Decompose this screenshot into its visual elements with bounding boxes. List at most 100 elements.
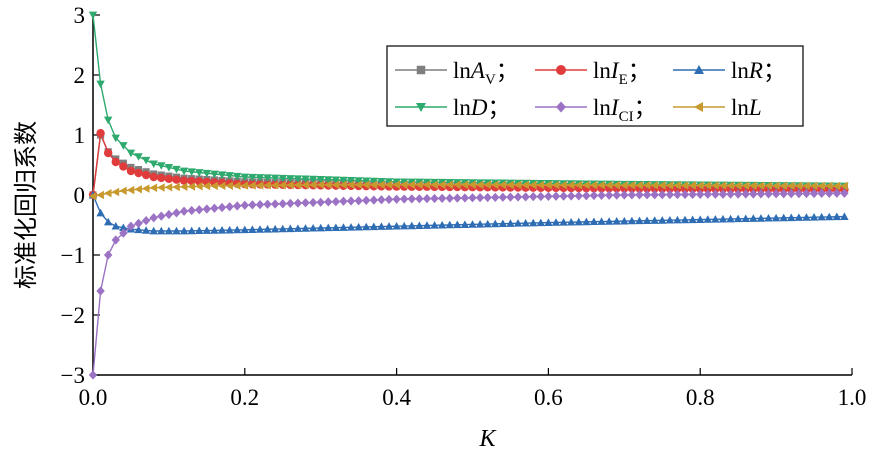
data-point (498, 180, 507, 190)
data-point (475, 193, 485, 203)
data-point (749, 214, 758, 222)
data-point (248, 181, 256, 190)
data-point (210, 203, 219, 213)
data-point (415, 180, 423, 189)
data-point (293, 224, 303, 232)
data-point (157, 173, 166, 183)
data-point (771, 181, 780, 190)
legend-var: L (748, 95, 762, 120)
data-point (673, 189, 682, 200)
data-point (726, 189, 735, 199)
data-point (301, 224, 310, 232)
data-point (688, 189, 697, 200)
data-point (354, 177, 363, 185)
data-point (491, 192, 500, 202)
data-point (779, 181, 788, 190)
series-ie (88, 129, 849, 200)
legend-suffix: ； (634, 95, 657, 120)
data-point (453, 220, 462, 229)
data-point (825, 181, 833, 191)
data-point (240, 181, 249, 190)
data-point (604, 217, 614, 225)
data-point (225, 172, 234, 180)
legend-label: lnICI； (593, 95, 657, 125)
data-point (840, 212, 849, 220)
data-point (445, 220, 454, 229)
data-point (825, 188, 834, 198)
data-point (840, 181, 848, 191)
data-point (308, 223, 318, 232)
data-point (437, 193, 447, 203)
data-point (263, 225, 272, 233)
data-point (141, 156, 151, 165)
data-point (416, 103, 426, 112)
data-point (718, 214, 728, 223)
data-point (157, 211, 166, 221)
data-point (694, 102, 703, 112)
data-point (658, 181, 666, 190)
data-point (604, 190, 614, 200)
data-point (764, 189, 773, 199)
data-point (437, 180, 446, 189)
data-point (650, 190, 659, 200)
data-point (157, 183, 165, 192)
data-point (202, 204, 212, 214)
data-point (149, 213, 158, 223)
data-point (96, 286, 105, 296)
data-point (362, 177, 371, 186)
data-point (179, 226, 189, 235)
legend-item-ici: lnICI； (535, 95, 657, 125)
data-point (392, 222, 401, 230)
data-point (741, 181, 750, 190)
data-point (217, 202, 227, 213)
legend-label: lnAV； (453, 58, 519, 88)
data-point (422, 180, 431, 189)
data-point (809, 213, 819, 221)
data-point (195, 182, 203, 191)
data-point (187, 182, 196, 191)
data-point (437, 220, 447, 229)
legend-prefix: ln (731, 58, 749, 83)
data-point (764, 213, 773, 222)
data-point (278, 181, 287, 190)
data-point (172, 226, 181, 235)
data-point (179, 176, 189, 185)
data-point (202, 181, 211, 191)
data-point (103, 148, 113, 158)
data-point (536, 218, 546, 227)
data-point (362, 222, 371, 231)
data-point (483, 180, 492, 190)
data-point (559, 218, 568, 226)
data-point (354, 196, 363, 206)
legend-suffix: ； (496, 58, 519, 83)
data-point (217, 171, 227, 179)
data-point (794, 188, 804, 199)
data-point (718, 189, 728, 199)
data-point (195, 169, 204, 177)
data-point (141, 170, 151, 180)
legend-subscript: V (485, 72, 496, 88)
data-point (384, 178, 394, 186)
data-point (749, 181, 757, 190)
data-point (240, 225, 249, 234)
data-point (119, 228, 128, 238)
data-point (210, 226, 219, 234)
data-point (339, 180, 347, 189)
series-ici (88, 188, 849, 380)
data-point (316, 223, 325, 232)
data-point (119, 142, 128, 150)
data-point (468, 180, 476, 189)
data-point (794, 213, 804, 221)
data-point (331, 196, 341, 207)
data-point (688, 181, 696, 190)
data-point (802, 213, 811, 221)
data-point (741, 214, 750, 223)
data-point (733, 189, 743, 199)
data-point (346, 180, 355, 189)
data-point (96, 208, 105, 217)
legend-prefix: ln (731, 95, 749, 120)
data-point (278, 174, 287, 183)
y-tick-label: −1 (61, 243, 85, 268)
data-point (126, 185, 135, 195)
data-point (589, 217, 599, 226)
